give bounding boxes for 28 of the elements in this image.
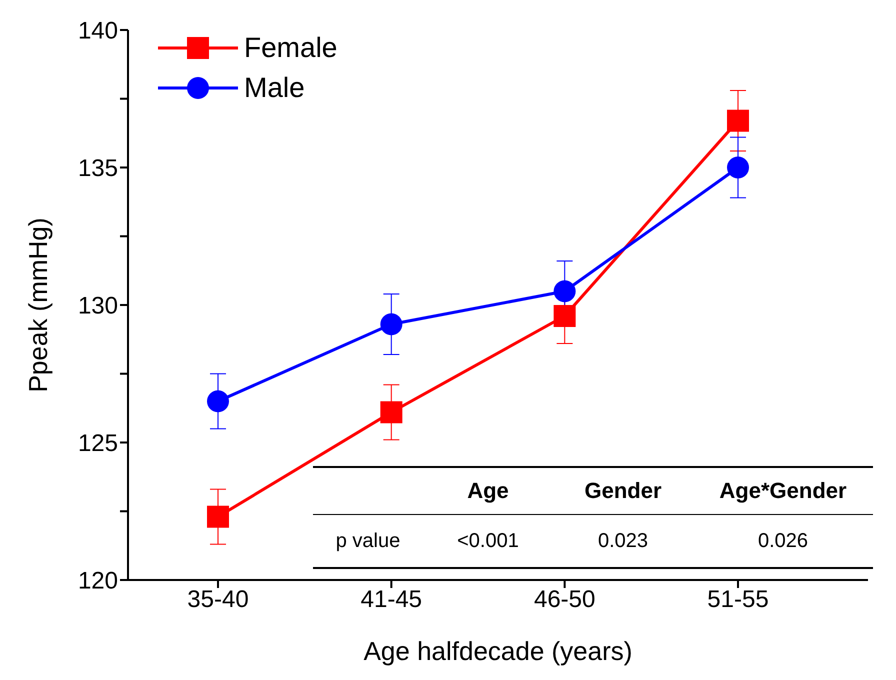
annotation: Age*Gender	[718, 478, 848, 504]
point	[207, 390, 229, 412]
x-tick-label: 51-55	[707, 586, 769, 614]
y-tick-label: 140	[78, 18, 118, 45]
x-tick-label: 35-40	[187, 586, 249, 614]
annotation: Age	[466, 478, 510, 504]
point	[727, 156, 749, 178]
legend-label: Female	[244, 32, 338, 64]
y-tick-label: 130	[78, 292, 118, 320]
point	[554, 280, 576, 302]
annotation: Gender	[583, 478, 663, 504]
annotation: <0.001	[456, 530, 520, 552]
point	[380, 313, 402, 336]
annotation: p value	[334, 530, 402, 552]
x-axis-title: Age halfdecade (years)	[364, 636, 632, 666]
legend-label: Male	[244, 72, 305, 104]
point	[727, 110, 749, 132]
y-tick-label: 120	[78, 568, 118, 595]
annotation: 0.026	[756, 530, 810, 552]
point	[207, 506, 229, 528]
x-tick-label: 41-45	[360, 586, 422, 614]
annotation: 0.023	[596, 530, 650, 552]
y-tick-label: 125	[78, 430, 118, 458]
point	[554, 305, 576, 327]
y-axis-title: Ppeak (mmHg)	[23, 218, 54, 392]
x-tick-label: 46-50	[534, 586, 596, 614]
point	[380, 401, 402, 424]
y-tick-label: 135	[78, 155, 118, 182]
